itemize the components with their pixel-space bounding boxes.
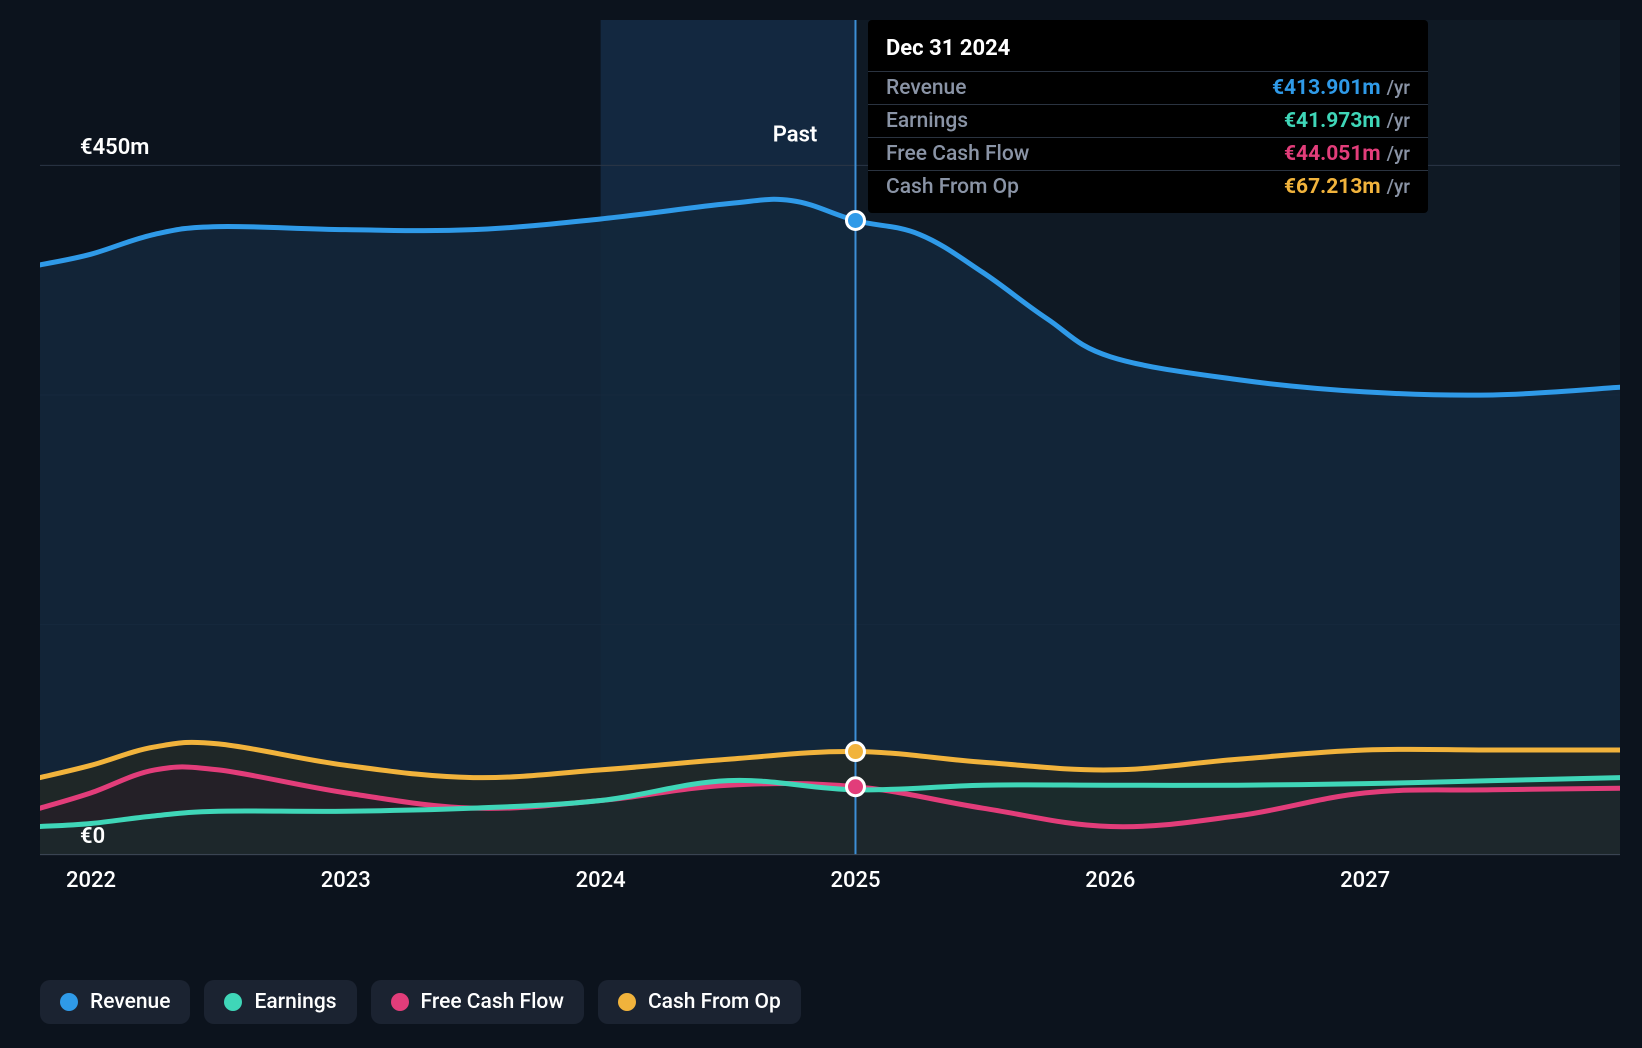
- tooltip-row-unit: /yr: [1387, 142, 1410, 165]
- tooltip-row: Earnings €41.973m/yr: [868, 105, 1428, 138]
- tooltip-row-value-wrap: €413.901m/yr: [1272, 76, 1410, 100]
- tooltip-row-value: €67.213m: [1284, 175, 1381, 199]
- legend-swatch: [60, 993, 78, 1011]
- tooltip-row-label: Revenue: [886, 76, 966, 100]
- legend-item-earnings[interactable]: Earnings: [204, 980, 356, 1024]
- tooltip-row-value: €44.051m: [1284, 142, 1381, 166]
- legend-swatch: [224, 993, 242, 1011]
- legend-label: Earnings: [254, 990, 336, 1014]
- tooltip-row-unit: /yr: [1387, 76, 1410, 99]
- legend-label: Cash From Op: [648, 990, 781, 1014]
- chart-legend: Revenue Earnings Free Cash Flow Cash From O…: [40, 980, 801, 1024]
- tooltip-row-value: €41.973m: [1284, 109, 1381, 133]
- tooltip-row-label: Cash From Op: [886, 175, 1019, 199]
- y-tick-label: €0: [80, 824, 105, 849]
- x-tick-label: 2025: [830, 868, 880, 893]
- y-tick-label: €450m: [80, 135, 149, 160]
- legend-label: Revenue: [90, 990, 170, 1014]
- legend-item-cash-from-op[interactable]: Cash From Op: [598, 980, 801, 1024]
- x-tick-label: 2026: [1085, 868, 1135, 893]
- tooltip-row-label: Free Cash Flow: [886, 142, 1029, 166]
- tooltip-row-value-wrap: €41.973m/yr: [1284, 109, 1410, 133]
- financials-chart: €0€450m 202220232024202520262027 PastAna…: [0, 0, 1642, 1048]
- legend-swatch: [391, 993, 409, 1011]
- tooltip-row-unit: /yr: [1387, 109, 1410, 132]
- tooltip-row: Cash From Op €67.213m/yr: [868, 171, 1428, 203]
- tooltip-row: Revenue €413.901m/yr: [868, 72, 1428, 105]
- tooltip-row-unit: /yr: [1387, 175, 1410, 198]
- tooltip-rows: Revenue€413.901m/yrEarnings€41.973m/yrFr…: [868, 72, 1428, 203]
- hover-tooltip: Dec 31 2024 Revenue €413.901m/yr Earnings €…: [868, 20, 1428, 213]
- tooltip-row: Free Cash Flow €44.051m/yr: [868, 138, 1428, 171]
- tooltip-row-value-wrap: €44.051m/yr: [1284, 142, 1410, 166]
- legend-label: Free Cash Flow: [421, 990, 564, 1014]
- x-tick-label: 2027: [1340, 868, 1390, 893]
- x-tick-label: 2022: [66, 868, 116, 893]
- legend-swatch: [618, 993, 636, 1011]
- legend-item-revenue[interactable]: Revenue: [40, 980, 190, 1024]
- past-label: Past: [773, 122, 818, 147]
- tooltip-row-label: Earnings: [886, 109, 968, 133]
- x-tick-label: 2023: [321, 868, 371, 893]
- legend-item-free-cash-flow[interactable]: Free Cash Flow: [371, 980, 584, 1024]
- x-tick-label: 2024: [576, 868, 626, 893]
- tooltip-title: Dec 31 2024: [868, 30, 1428, 72]
- tooltip-row-value: €413.901m: [1272, 76, 1381, 100]
- tooltip-row-value-wrap: €67.213m/yr: [1284, 175, 1410, 199]
